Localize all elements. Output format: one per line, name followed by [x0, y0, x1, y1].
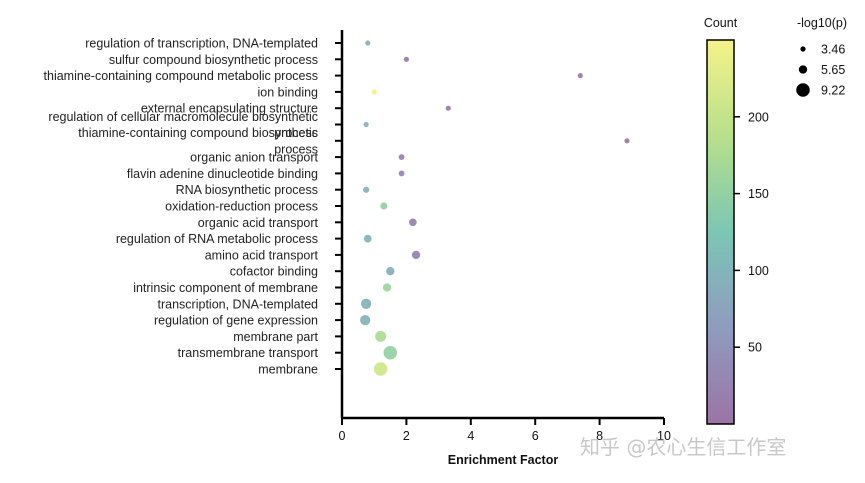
plot-area: regulation of transcription, DNA-templat… [44, 30, 671, 467]
colorbar-tick-label: 50 [748, 341, 762, 355]
data-point [383, 345, 398, 360]
category-label: intrinsic component of membrane [133, 281, 318, 295]
size-legend-label: 9.22 [821, 84, 845, 98]
data-point [398, 154, 405, 161]
data-point [624, 138, 630, 144]
category-label: RNA biosynthetic process [176, 183, 318, 197]
data-point [375, 330, 387, 342]
size-legend-marker [800, 46, 806, 52]
data-point [371, 89, 377, 95]
category-label: transmembrane transport [178, 346, 319, 360]
category-label: amino acid transport [205, 248, 319, 262]
data-point [380, 202, 388, 210]
data-point [411, 250, 421, 260]
colorbar-tick-label: 100 [748, 264, 769, 278]
x-tick-label: 0 [339, 429, 346, 443]
category-label: regulation of cellular macromolecule bio… [48, 110, 318, 124]
data-point [361, 298, 372, 309]
legend-area: Count 50 100 150 200 -log10(p) 3.46 5.65 9.22 [704, 16, 847, 425]
data-point [403, 56, 409, 62]
category-label: organic anion transport [190, 151, 318, 165]
category-label: organic acid transport [198, 216, 319, 230]
watermark-text: 知乎 @农心生信工作室 [580, 435, 786, 459]
size-legend-marker [798, 65, 808, 74]
category-label: transcription, DNA-templated [158, 297, 319, 311]
colorbar-title: Count [704, 16, 738, 30]
data-point [365, 40, 371, 46]
x-tick-label: 4 [467, 429, 474, 443]
size-legend-label: 3.46 [821, 43, 845, 57]
category-label: external encapsulating structure [141, 102, 318, 116]
category-label: oxidation-reduction process [165, 200, 318, 214]
category-label: process [274, 142, 318, 156]
category-label: thiamine-containing compound metabolic p… [44, 69, 318, 83]
size-legend-marker [796, 83, 810, 97]
size-legend-title: -log10(p) [797, 16, 847, 30]
data-point [386, 267, 395, 276]
category-label: ion binding [258, 85, 319, 99]
data-point [363, 234, 372, 243]
data-point [445, 105, 451, 111]
x-axis-title: Enrichment Factor [448, 453, 559, 467]
x-tick-label: 10 [657, 429, 671, 443]
category-label: regulation of gene expression [154, 314, 318, 328]
category-label: sulfur compound biosynthetic process [109, 53, 318, 67]
x-tick-label: 6 [532, 429, 539, 443]
data-point [398, 170, 405, 177]
data-point [382, 283, 392, 292]
data-point [363, 121, 369, 128]
category-label: membrane [258, 363, 318, 377]
colorbar-tick-label: 150 [748, 187, 769, 201]
data-point [408, 218, 417, 227]
category-label: flavin adenine dinucleotide binding [127, 167, 318, 181]
data-point [373, 362, 388, 376]
x-tick-label: 8 [596, 429, 603, 443]
data-point [577, 73, 583, 79]
x-tick-label: 2 [403, 429, 410, 443]
category-label: process [274, 126, 318, 140]
category-label: thiamine-containing compound biosyntheti… [78, 126, 318, 140]
category-label: membrane part [233, 330, 318, 344]
category-label: regulation of RNA metabolic process [116, 232, 318, 246]
size-legend-label: 5.65 [821, 63, 845, 77]
colorbar-tick-label: 200 [748, 110, 769, 124]
category-label: regulation of transcription, DNA-templat… [85, 37, 318, 51]
data-point [360, 314, 371, 326]
colorbar [706, 39, 735, 425]
category-label: cofactor binding [230, 265, 318, 279]
data-point [363, 186, 370, 193]
